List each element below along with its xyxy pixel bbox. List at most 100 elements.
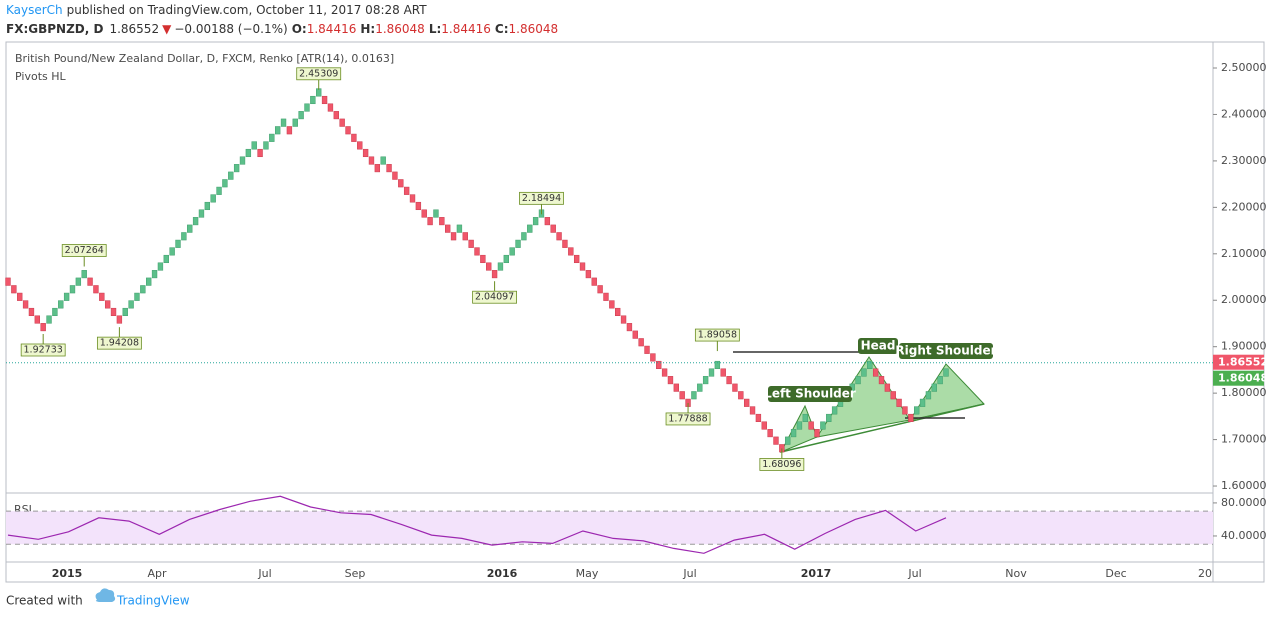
pivot-box: [61, 244, 107, 257]
renko-brick: [274, 126, 281, 135]
renko-brick: [22, 300, 29, 309]
annotation-box: [858, 338, 898, 354]
x-tick-label: 2016: [487, 567, 518, 580]
renko-brick: [509, 247, 515, 256]
y-tick-label: 1.70000: [1221, 433, 1267, 446]
change: −0.00188 (−0.1%): [174, 22, 287, 36]
renko-brick: [831, 406, 838, 415]
renko-brick: [761, 421, 767, 430]
renko-brick: [896, 398, 902, 407]
renko-brick: [550, 224, 556, 233]
renko-brick: [568, 247, 574, 256]
pivot-box: [20, 343, 66, 357]
renko-brick: [439, 217, 445, 226]
renko-brick: [914, 406, 920, 415]
renko-brick: [58, 300, 64, 309]
renko-brick: [403, 186, 410, 195]
footer-text: Created with: [6, 594, 83, 608]
renko-brick: [638, 338, 644, 347]
price: 1.86552: [109, 22, 159, 36]
renko-brick: [603, 292, 609, 301]
renko-brick: [40, 323, 46, 332]
renko-brick: [755, 413, 762, 423]
pivot-label: 1.89058: [698, 330, 737, 341]
renko-brick: [644, 345, 650, 354]
y-tick-label: 2.20000: [1221, 200, 1267, 213]
renko-brick: [579, 262, 586, 271]
renko-brick: [738, 391, 744, 400]
renko-brick: [245, 148, 252, 158]
renko-brick: [233, 164, 240, 173]
renko-brick: [280, 118, 287, 127]
x-tick-label: Nov: [1005, 567, 1027, 580]
renko-brick: [826, 413, 832, 423]
renko-brick: [620, 315, 627, 324]
low: 1.84416: [441, 22, 491, 36]
renko-brick: [169, 247, 175, 256]
x-tick-label: 20: [1198, 567, 1212, 580]
renko-brick: [820, 421, 826, 430]
renko-brick: [796, 421, 803, 430]
renko-brick: [263, 141, 269, 150]
renko-brick: [192, 217, 199, 226]
annotation-box: [899, 343, 993, 359]
indicator-name: Pivots HL: [15, 70, 66, 83]
last-price-box: [1213, 354, 1264, 370]
pivot-label: 1.94208: [100, 338, 139, 349]
renko-brick: [398, 179, 404, 188]
renko-brick: [81, 270, 87, 279]
renko-brick: [679, 391, 685, 400]
renko-brick: [661, 368, 668, 377]
renko-brick: [99, 292, 105, 301]
renko-brick: [902, 406, 908, 415]
renko-brick: [269, 133, 275, 142]
footer-brand[interactable]: TradingView: [116, 594, 190, 608]
annotation-label: Right Shoulder: [895, 344, 996, 358]
renko-brick: [339, 118, 345, 127]
renko-brick: [708, 368, 715, 377]
renko-brick: [292, 118, 298, 127]
renko-brick: [937, 376, 943, 385]
user[interactable]: KayserCh: [6, 3, 63, 17]
renko-brick: [198, 209, 205, 218]
renko-brick: [110, 307, 117, 317]
renko-brick: [251, 141, 257, 150]
renko-brick: [409, 194, 416, 203]
close-price-label: 1.86048: [1218, 372, 1268, 385]
renko-brick: [732, 383, 738, 392]
renko-brick: [890, 391, 896, 400]
renko-brick: [321, 95, 328, 105]
renko-brick: [239, 156, 246, 165]
rsi-line: [7, 495, 947, 554]
renko-brick: [615, 307, 621, 317]
renko-brick: [867, 360, 873, 370]
brand-logo: [95, 588, 116, 602]
renko-brick: [93, 285, 99, 294]
renko-brick: [450, 232, 457, 241]
renko-brick: [486, 262, 492, 271]
renko-brick: [597, 285, 603, 294]
symbol: FX:GBPNZD, D: [6, 22, 103, 36]
renko-brick: [667, 376, 674, 385]
renko-brick: [749, 406, 756, 415]
renko-brick: [925, 391, 932, 400]
pivot-label: 2.18494: [522, 193, 561, 204]
pivot-box: [296, 67, 342, 81]
renko-brick: [503, 254, 509, 264]
pivot-box: [96, 336, 142, 350]
renko-brick: [767, 429, 773, 438]
close-price-box: [1213, 370, 1264, 386]
y-tick-label: 2.40000: [1221, 107, 1267, 120]
y-tick-label: 2.10000: [1221, 247, 1267, 260]
chart-title: British Pound/New Zealand Dollar, D, FXC…: [15, 52, 394, 65]
x-tick-label: May: [576, 567, 599, 580]
renko-brick: [743, 398, 750, 407]
renko-brick: [87, 277, 93, 286]
renko-brick: [310, 95, 316, 105]
renko-brick: [216, 186, 222, 195]
x-tick-label: 2017: [801, 567, 832, 580]
renko-brick: [720, 368, 726, 377]
c-label: C:: [495, 22, 509, 36]
renko-brick: [591, 277, 597, 286]
